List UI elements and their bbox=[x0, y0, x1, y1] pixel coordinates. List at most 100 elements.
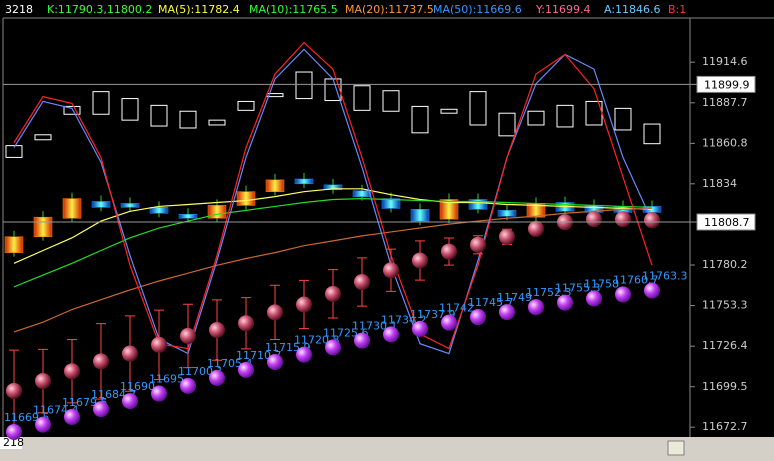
candle bbox=[236, 191, 256, 206]
y-tick-label: 11780.2 bbox=[702, 258, 748, 271]
purple-ball bbox=[354, 332, 370, 349]
hollow-candle bbox=[382, 90, 400, 112]
ball-label: 11695 bbox=[149, 373, 184, 386]
pink-ball bbox=[615, 211, 631, 228]
header-item: K:11790.3,11800.2 bbox=[47, 3, 152, 16]
ref-label: 11899.9 bbox=[704, 78, 750, 91]
header-item: MA(10):11765.5 bbox=[249, 3, 338, 16]
footer-box bbox=[0, 437, 22, 449]
purple-ball bbox=[325, 339, 341, 356]
ball-label: 11758 bbox=[584, 277, 619, 290]
candle bbox=[468, 199, 488, 210]
hollow-candle bbox=[92, 91, 110, 115]
hollow-candle bbox=[643, 123, 661, 145]
y-tick-label: 11726.4 bbox=[702, 339, 748, 352]
purple-ball bbox=[470, 309, 486, 326]
line-series bbox=[13, 48, 653, 355]
candle bbox=[265, 179, 285, 192]
ball-label: 11742 bbox=[439, 302, 474, 315]
pink-ball bbox=[325, 285, 341, 302]
hollow-candle bbox=[237, 100, 255, 111]
line-series bbox=[13, 41, 653, 350]
hollow-candle bbox=[411, 105, 429, 134]
purple-ball bbox=[267, 354, 283, 371]
purple-ball bbox=[209, 369, 225, 386]
purple-ball bbox=[412, 320, 428, 337]
pink-ball bbox=[296, 296, 312, 313]
pink-ball bbox=[499, 228, 515, 245]
header-item: MA(20):11737.5 bbox=[345, 3, 434, 16]
hollow-candle bbox=[121, 98, 139, 121]
header-bar bbox=[0, 0, 774, 18]
pink-ball bbox=[412, 252, 428, 269]
candle bbox=[352, 190, 372, 197]
candle bbox=[178, 214, 198, 219]
hollow-candle bbox=[353, 85, 371, 111]
hollow-candle bbox=[556, 104, 574, 128]
pink-ball bbox=[644, 212, 660, 229]
y-tick-label: 11887.7 bbox=[702, 96, 748, 109]
candle bbox=[4, 236, 24, 253]
purple-ball bbox=[238, 361, 254, 378]
pink-ball bbox=[441, 243, 457, 260]
ball-label: 11755.3 bbox=[555, 282, 601, 295]
pink-ball bbox=[6, 382, 22, 399]
purple-ball bbox=[296, 346, 312, 363]
candle bbox=[294, 178, 314, 185]
purple-ball bbox=[64, 408, 80, 425]
candle bbox=[120, 203, 140, 208]
y-tick-label: 11914.6 bbox=[702, 55, 748, 68]
purple-ball bbox=[557, 294, 573, 311]
pink-ball bbox=[209, 322, 225, 339]
hollow-candle bbox=[150, 104, 168, 127]
candle bbox=[33, 216, 53, 238]
y-tick-label: 11860.8 bbox=[702, 136, 748, 149]
line-series bbox=[13, 198, 653, 288]
candle bbox=[62, 198, 82, 219]
ball-label: 11752.3 bbox=[526, 286, 572, 299]
line-series bbox=[13, 207, 653, 333]
ball-label: 11690 bbox=[120, 380, 155, 393]
header-item: Y:11699.4 bbox=[535, 3, 590, 16]
footer-label: 218 bbox=[3, 436, 24, 449]
pink-ball bbox=[93, 353, 109, 370]
hollow-candle bbox=[469, 91, 487, 126]
candle bbox=[323, 184, 343, 190]
ball-label: 11749 bbox=[497, 291, 532, 304]
ball-label: 11760.7 bbox=[613, 273, 659, 286]
header-item: 3218 bbox=[5, 3, 33, 16]
purple-ball bbox=[528, 299, 544, 316]
hollow-candle bbox=[5, 145, 23, 158]
candle bbox=[91, 201, 111, 208]
purple-ball bbox=[93, 401, 109, 418]
pink-ball bbox=[354, 274, 370, 291]
purple-ball bbox=[180, 377, 196, 394]
header-item: MA(5):11782.4 bbox=[158, 3, 240, 16]
candle bbox=[497, 210, 517, 217]
pink-ball bbox=[122, 345, 138, 362]
pink-ball bbox=[35, 373, 51, 390]
ball-label: 11763.3 bbox=[642, 269, 688, 282]
hollow-candle bbox=[614, 107, 632, 131]
ref-label-box bbox=[696, 75, 756, 93]
hollow-candle bbox=[295, 71, 313, 100]
candle bbox=[410, 209, 430, 222]
scroll-thumb[interactable] bbox=[667, 440, 685, 456]
y-tick-label: 11834 bbox=[702, 177, 737, 190]
purple-ball bbox=[35, 416, 51, 433]
hollow-candle bbox=[440, 108, 458, 114]
purple-ball bbox=[383, 326, 399, 343]
scrollbar[interactable] bbox=[0, 437, 774, 461]
purple-ball bbox=[441, 314, 457, 331]
pink-ball bbox=[64, 363, 80, 380]
pink-ball bbox=[383, 262, 399, 279]
candle bbox=[149, 207, 169, 214]
purple-ball bbox=[586, 290, 602, 307]
purple-ball bbox=[644, 282, 660, 299]
candle bbox=[381, 198, 401, 209]
pink-ball bbox=[470, 236, 486, 253]
ref-label-box bbox=[696, 213, 756, 231]
candle bbox=[439, 199, 459, 220]
